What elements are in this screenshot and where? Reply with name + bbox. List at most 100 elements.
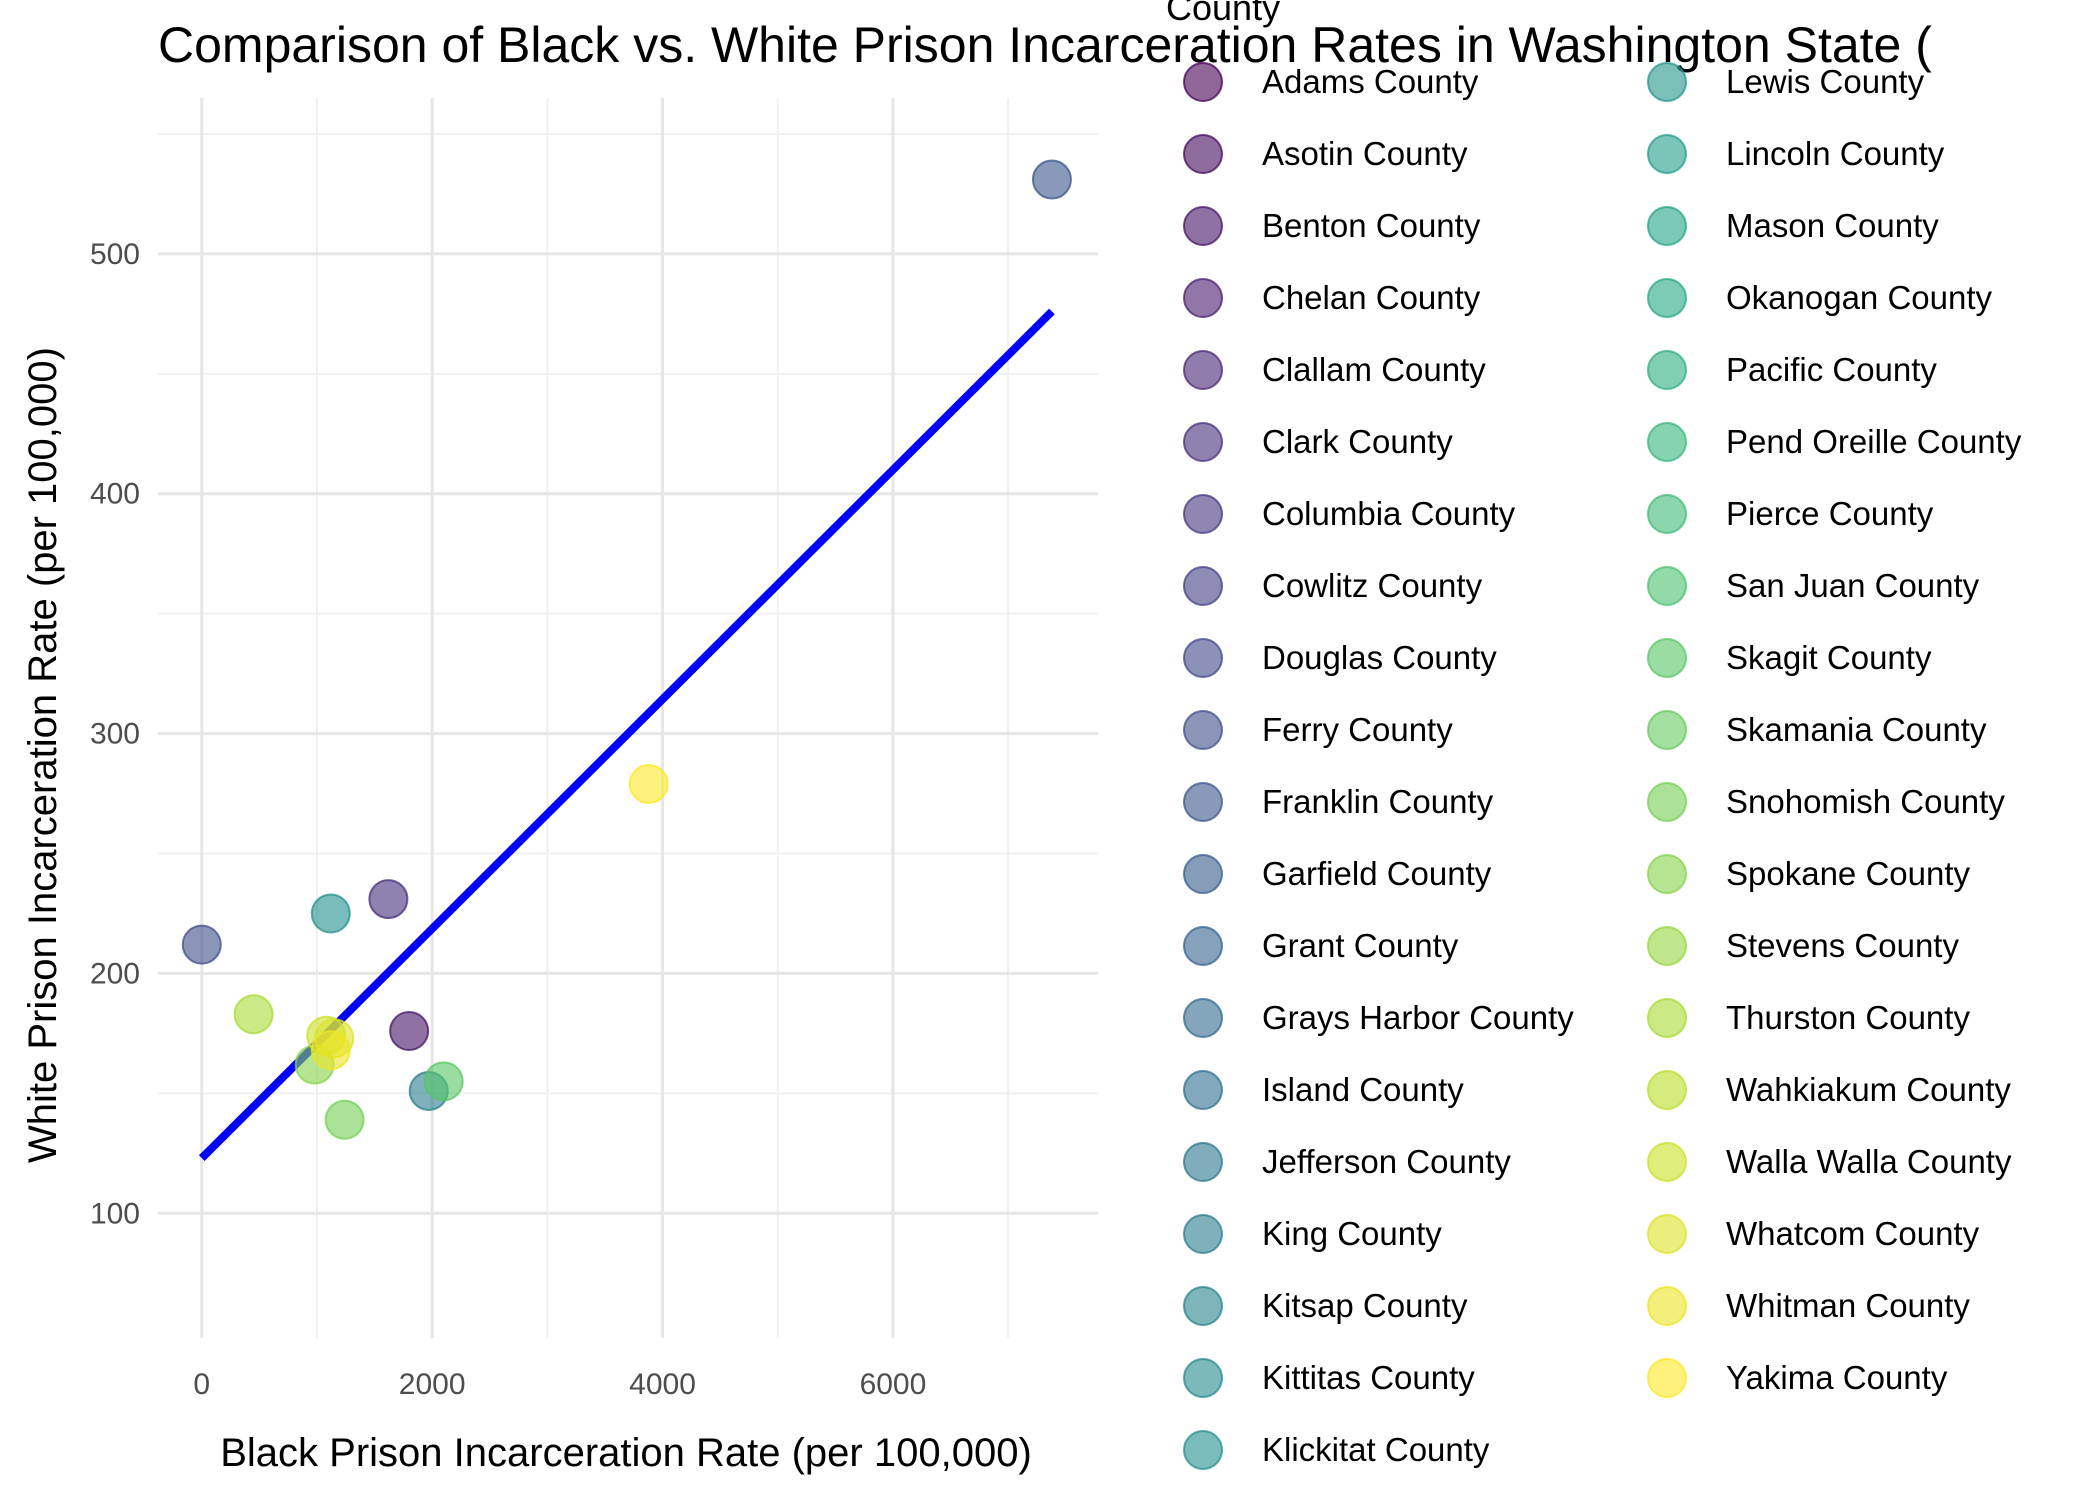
legend-swatch [1183,1070,1223,1110]
legend-item: Pierce County [1647,494,1934,534]
legend-item: Klickitat County [1183,1430,1490,1470]
data-point [389,1010,430,1051]
legend-swatch [1647,782,1687,822]
legend-label: Clark County [1262,423,1453,460]
legend-item: Mason County [1647,206,1939,246]
legend-item: Kitsap County [1183,1286,1468,1326]
legend-label: Franklin County [1262,783,1494,820]
data-point [324,1099,365,1140]
legend-label: Spokane County [1726,855,1971,892]
legend-swatch [1183,278,1223,318]
legend: County Adams County Asotin County Benton C… [1166,0,2022,1470]
y-tick-label: 500 [90,238,140,271]
legend-label: Island County [1262,1071,1464,1108]
legend-item: Pend Oreille County [1647,422,2022,462]
legend-item: Franklin County [1183,782,1494,822]
legend-item: Snohomish County [1647,782,2005,822]
legend-swatch [1647,1286,1687,1326]
legend-item: Lewis County [1647,62,1925,102]
legend-label: Lewis County [1726,63,1925,100]
legend-label: Adams County [1262,63,1479,100]
legend-label: Ferry County [1262,711,1453,748]
x-tick-label: 0 [193,1368,210,1401]
x-tick-label: 2000 [399,1368,466,1401]
legend-item: Spokane County [1647,854,1971,894]
legend-label: Asotin County [1262,135,1468,172]
legend-label: Whitman County [1726,1287,1970,1324]
legend-label: Thurston County [1726,999,1970,1036]
legend-swatch [1647,566,1687,606]
legend-swatch [1647,62,1687,102]
y-tick-label: 200 [90,957,140,990]
legend-swatch [1647,1070,1687,1110]
legend-swatch [1647,1358,1687,1398]
legend-item: Kittitas County [1183,1358,1475,1398]
legend-swatch [1183,638,1223,678]
trend-line [198,308,1055,1161]
legend-swatch [1183,134,1223,174]
legend-item: Island County [1183,1070,1464,1110]
legend-label: Snohomish County [1726,783,2005,820]
legend-label: Kittitas County [1262,1359,1475,1396]
data-point [233,994,274,1035]
legend-label: Pacific County [1726,351,1937,388]
legend-label: Lincoln County [1726,135,1945,172]
legend-label: Clallam County [1262,351,1486,388]
legend-item: Chelan County [1183,278,1481,318]
axis-tick-labels: 0 2000 4000 6000 100 200 300 400 500 [90,238,926,1401]
legend-swatch [1183,206,1223,246]
legend-swatch [1647,134,1687,174]
plot-title: Comparison of Black vs. White Prison Inc… [158,17,1932,73]
legend-item: Garfield County [1183,854,1492,894]
legend-swatch [1183,926,1223,966]
data-point [310,893,351,934]
legend-label: Kitsap County [1262,1287,1468,1324]
legend-label: Jefferson County [1262,1143,1511,1180]
data-point [368,879,409,920]
legend-swatch [1647,422,1687,462]
legend-swatch [1647,278,1687,318]
legend-item: Cowlitz County [1183,566,1483,606]
legend-item: Thurston County [1647,998,1970,1038]
legend-swatch [1647,998,1687,1038]
legend-label: San Juan County [1726,567,1980,604]
legend-swatch [1647,494,1687,534]
legend-swatch [1183,566,1223,606]
legend-swatch [1183,1214,1223,1254]
legend-swatch [1647,206,1687,246]
legend-label: Chelan County [1262,279,1481,316]
legend-item: Clallam County [1183,350,1486,390]
legend-label: Okanogan County [1726,279,1993,316]
legend-swatch [1647,1214,1687,1254]
legend-label: Skamania County [1726,711,1987,748]
legend-label: Klickitat County [1262,1431,1490,1468]
legend-item: Whatcom County [1647,1214,1980,1254]
legend-item: Yakima County [1647,1358,1948,1398]
legend-label: Wahkiakum County [1726,1071,2011,1108]
legend-item: Grays Harbor County [1183,998,1574,1038]
legend-item: Skagit County [1647,638,1932,678]
legend-swatch [1647,854,1687,894]
legend-label: Skagit County [1726,639,1932,676]
legend-item: Lincoln County [1647,134,1945,174]
legend-item: Clark County [1183,422,1453,462]
legend-item: Stevens County [1647,926,1959,966]
legend-item: San Juan County [1647,566,1980,606]
legend-swatch [1183,350,1223,390]
data-point [181,924,222,965]
legend-item: Columbia County [1183,494,1516,534]
legend-item: Jefferson County [1183,1142,1511,1182]
legend-swatch [1183,62,1223,102]
data-point [1031,159,1072,200]
legend-item: Skamania County [1647,710,1987,750]
legend-label: Mason County [1726,207,1939,244]
data-point [310,1030,351,1071]
legend-swatch [1183,782,1223,822]
legend-swatch [1183,1358,1223,1398]
x-tick-label: 6000 [860,1368,927,1401]
legend-swatch [1183,998,1223,1038]
legend-label: Pend Oreille County [1726,423,2022,460]
legend-item: Wahkiakum County [1647,1070,2011,1110]
legend-label: King County [1262,1215,1442,1252]
